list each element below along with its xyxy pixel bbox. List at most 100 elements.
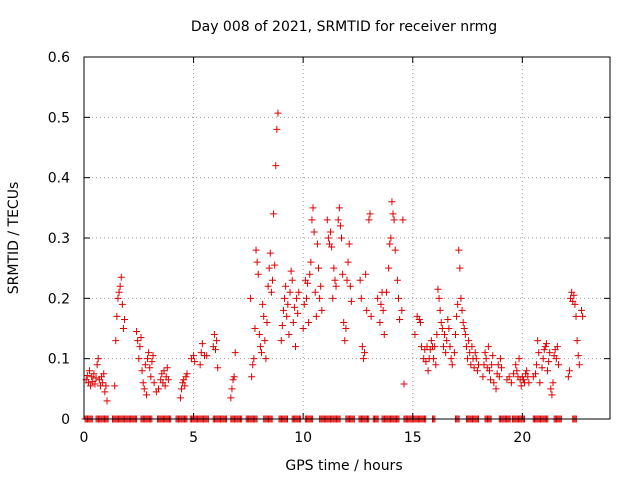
data-point [255,331,263,339]
data-point [259,300,267,308]
y-tick-label: 0.2 [48,291,70,307]
data-point [579,312,587,320]
data-point [90,370,98,378]
data-point [118,300,126,308]
data-point [315,264,323,272]
data-point [399,216,407,224]
data-point [495,373,503,381]
data-point [415,315,423,323]
data-point [256,343,264,351]
data-point [467,361,475,369]
data-point [310,228,318,236]
data-point [335,204,343,212]
data-point [334,216,342,224]
data-point [513,367,521,375]
data-point [196,361,204,369]
data-point [203,352,211,360]
data-point [282,282,290,290]
data-point [489,352,497,360]
data-point [447,355,455,363]
data-point [163,364,171,372]
data-point [272,162,280,170]
data-point [572,312,580,320]
data-point [304,279,312,287]
data-point [575,361,583,369]
data-point [212,346,219,354]
data-point [260,312,268,320]
data-point [523,367,531,375]
data-point [83,372,91,380]
x-tick-label: 10 [294,430,312,446]
data-point [92,374,100,382]
data-point [438,325,446,332]
data-point [436,306,444,314]
data-point [316,294,324,302]
y-tick-label: 0.5 [48,110,70,126]
data-point [251,325,259,332]
data-point [117,273,125,281]
data-point [361,349,369,357]
data-point [231,349,239,357]
data-point [536,379,544,387]
data-point [461,331,469,339]
data-point [482,355,490,363]
data-point [359,355,367,363]
data-point [160,367,168,375]
data-point [533,361,541,369]
data-point [182,373,190,381]
data-point [432,361,440,369]
x-tick-label: 20 [513,430,531,446]
data-point [228,385,236,393]
y-tick-label: 0.4 [48,171,70,187]
data-point [287,267,295,275]
data-point [386,240,394,248]
data-point [145,349,153,357]
data-point [278,321,286,329]
data-point [552,355,560,363]
data-point [263,318,271,326]
data-point [191,358,199,366]
y-tick-label: 0.6 [48,50,70,66]
data-point [133,328,141,336]
data-point [265,264,273,272]
data-point [357,294,365,302]
data-point [535,349,543,357]
data-point [471,349,479,357]
data-point [112,337,120,345]
data-point [140,385,148,393]
data-point [540,346,548,354]
data-point [328,243,336,251]
data-point [141,361,149,369]
data-point [148,358,156,366]
data-point [379,306,387,314]
data-point [487,376,495,384]
data-point [331,276,339,284]
data-point [330,264,338,272]
data-point [103,397,111,405]
data-point [247,294,255,302]
data-point [448,361,456,369]
data-point [380,331,388,339]
data-point [85,367,93,375]
data-point [119,325,127,332]
data-point [197,349,205,357]
data-point [411,331,419,339]
data-point [99,379,107,387]
data-point [100,370,108,378]
data-point [446,343,454,351]
data-point [136,343,144,351]
data-point [258,349,266,357]
data-point [264,282,272,290]
data-point [279,306,287,314]
data-points [81,109,587,423]
data-point [121,315,129,323]
data-point [365,216,373,224]
data-point [456,264,464,272]
data-point [116,282,124,290]
data-point [382,288,390,296]
data-point [488,361,496,369]
data-point [515,355,523,363]
data-point [374,294,382,302]
data-point [390,216,398,224]
